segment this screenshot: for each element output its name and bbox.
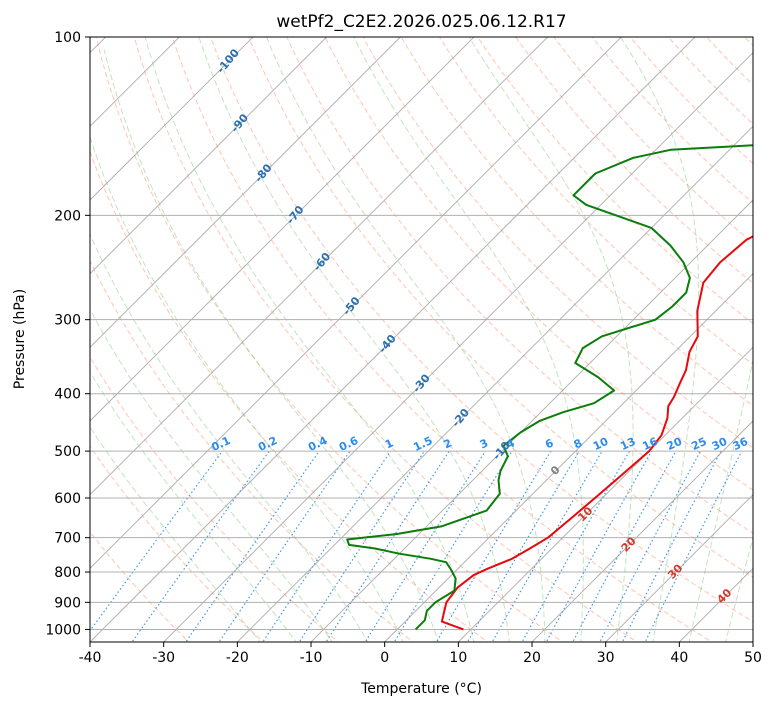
- dry-adiabat: [362, 37, 753, 449]
- mixing-ratio-label: 20: [665, 435, 685, 453]
- y-tick-label: 100: [54, 30, 81, 46]
- moist-adiabat: [266, 37, 546, 642]
- moist-adiabat: [90, 370, 297, 642]
- mixing-ratio-line: [90, 450, 223, 632]
- mixing-ratio-label: 10: [591, 435, 611, 453]
- background-lines: [90, 37, 753, 642]
- x-tick-label: -10: [300, 650, 323, 666]
- y-tick-label: 700: [54, 531, 81, 547]
- dry-adiabat: [324, 37, 753, 491]
- x-tick-label: 40: [670, 650, 688, 666]
- skewed-isotherm: [531, 420, 753, 642]
- mixing-ratio-line: [621, 450, 722, 642]
- skewed-isotherm: [162, 51, 753, 642]
- dry-adiabat: [286, 37, 753, 534]
- moist-adiabat: [103, 49, 440, 642]
- mixing-ratio-line: [466, 450, 580, 642]
- skewed-isotherm: [457, 346, 753, 642]
- mixing-ratio-label: 25: [689, 435, 708, 453]
- y-tick-label: 500: [54, 444, 81, 460]
- x-axis-label: Temperature (°C): [360, 681, 482, 697]
- mixing-ratio-line: [131, 450, 270, 642]
- y-axis: 1000 900 800 700 600 500 400 300 200 100: [45, 30, 90, 638]
- mixing-ratio-line: [298, 450, 425, 642]
- mixing-ratio-label: 36: [731, 435, 751, 453]
- skewed-isotherm: [90, 37, 402, 349]
- mixing-ratio-label: 30: [710, 435, 730, 453]
- x-tick-label: 30: [597, 650, 615, 666]
- skewed-isotherm: [90, 37, 549, 496]
- x-tick-label: 10: [449, 650, 467, 666]
- moist-adiabat: [353, 37, 584, 642]
- y-axis-label: Pressure (hPa): [12, 289, 28, 389]
- y-tick-label: 400: [54, 387, 81, 403]
- skewed-isotherm: [236, 125, 753, 642]
- skewed-isotherm: [90, 37, 328, 275]
- y-tick-label: 200: [54, 208, 81, 224]
- x-tick-label: 20: [523, 650, 541, 666]
- y-tick-label: 800: [54, 565, 81, 581]
- x-tick-label: -30: [152, 650, 175, 666]
- mixing-ratio-label: 16: [640, 435, 660, 453]
- moist-adiabat: [620, 37, 700, 642]
- skewed-isotherm: [90, 37, 475, 422]
- moist-adiabat: [90, 135, 404, 642]
- skewed-isotherm: [604, 493, 753, 642]
- x-tick-label: -20: [226, 650, 249, 666]
- plot-frame: [89, 36, 754, 643]
- dry-adiabat: [90, 150, 489, 642]
- skewed-isotherm: [383, 272, 753, 642]
- profiles: [346, 144, 753, 631]
- plot-area: 0.1 0.2 0.4 0.6 1 1.5 2 3 4 6 8 10 13 16 20 25 30 36-100-…: [90, 37, 753, 642]
- y-tick-label: 300: [54, 313, 81, 329]
- dewpoint-profile: [346, 144, 753, 631]
- skewed-isotherm: [90, 37, 623, 570]
- dry-adiabat: [171, 37, 713, 642]
- mixing-ratio-line: [262, 450, 392, 642]
- moist-adiabat: [90, 233, 369, 642]
- skewed-isotherm: [310, 199, 753, 642]
- moist-adiabat: [90, 426, 261, 642]
- dry-adiabat: [248, 37, 753, 578]
- mixing-ratio-line: [572, 450, 677, 642]
- moist-adiabat: [198, 37, 510, 642]
- temperature-profile: [440, 235, 753, 631]
- mixing-ratio-label: 13: [618, 435, 637, 453]
- y-tick-label: 1000: [45, 622, 81, 638]
- moist-adiabat: [468, 37, 634, 642]
- x-axis: -40 -30 -20 -10 0 10 20 30 40 50: [79, 642, 762, 666]
- x-tick-label: 0: [380, 650, 389, 666]
- x-tick-label: 50: [744, 650, 762, 666]
- dry-adiabat: [438, 37, 753, 366]
- moist-adiabat: [144, 37, 475, 642]
- mixing-ratio-line: [325, 450, 450, 642]
- x-tick-label: -40: [79, 650, 102, 666]
- chart-title: wetPf2_C2E2.2026.025.06.12.R17: [276, 12, 566, 32]
- mixing-ratio-line: [599, 450, 702, 642]
- skewed-isotherm: [90, 37, 696, 642]
- mixing-ratio-line: [185, 450, 320, 642]
- skewed-isotherm: [90, 37, 254, 201]
- mixing-ratio-line: [218, 450, 351, 642]
- y-tick-label: 900: [54, 595, 81, 611]
- y-tick-label: 600: [54, 491, 81, 507]
- mixing-ratio-line: [393, 450, 513, 642]
